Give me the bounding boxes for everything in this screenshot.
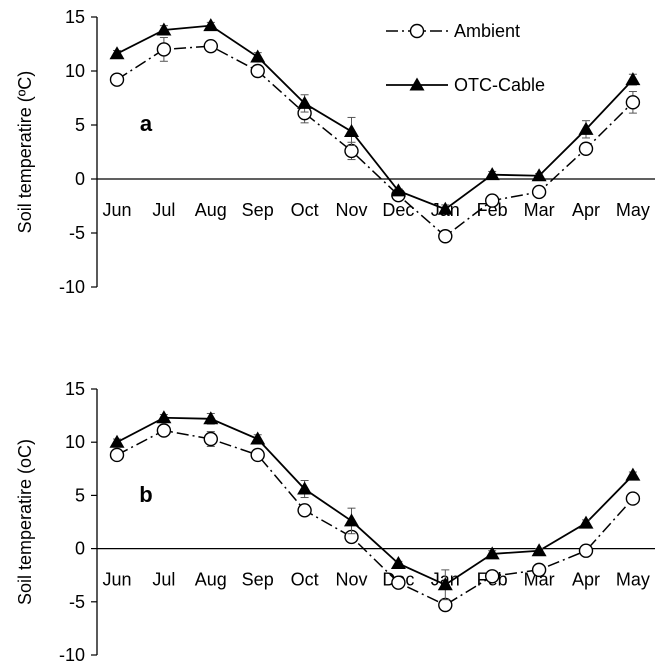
ambient-point bbox=[438, 229, 453, 244]
panel-label: b bbox=[139, 482, 152, 507]
ambient-point bbox=[344, 143, 359, 159]
ambient-point bbox=[109, 447, 125, 463]
x-tick-label: Aug bbox=[195, 200, 227, 220]
legend-label-otc-cable: OTC-Cable bbox=[454, 75, 545, 95]
ambient-point bbox=[203, 431, 219, 447]
otc-cable-point bbox=[109, 46, 125, 60]
ambient-point bbox=[250, 447, 265, 463]
y-tick-label: -10 bbox=[59, 277, 85, 297]
legend-marker-ambient bbox=[409, 23, 425, 39]
otc-cable-point bbox=[390, 183, 406, 197]
otc-cable-point bbox=[390, 555, 406, 569]
x-tick-label: Jul bbox=[152, 200, 175, 220]
otc-cable-point bbox=[484, 546, 500, 560]
otc-cable-point bbox=[437, 201, 453, 215]
otc-cable-point bbox=[625, 467, 641, 481]
ambient-point bbox=[438, 597, 453, 613]
series-line-otc-cable bbox=[116, 24, 634, 211]
legend-label-ambient: Ambient bbox=[454, 21, 520, 41]
ambient-point bbox=[531, 562, 547, 578]
x-tick-label: May bbox=[616, 200, 650, 220]
otc-cable-point bbox=[109, 434, 125, 448]
x-tick-label: Oct bbox=[291, 570, 319, 590]
y-axis-title: Soil temperatire (ºC) bbox=[15, 71, 35, 234]
ambient-point bbox=[297, 503, 312, 518]
y-tick-label: -10 bbox=[59, 645, 85, 665]
x-tick-label: Aug bbox=[195, 570, 227, 590]
x-tick-label: Mar bbox=[524, 200, 555, 220]
y-tick-label: 5 bbox=[75, 485, 85, 505]
ambient-point bbox=[109, 72, 125, 87]
y-tick-label: 15 bbox=[65, 7, 85, 27]
otc-cable-point bbox=[437, 577, 453, 591]
ambient-point bbox=[156, 423, 172, 438]
panel-b: -10-5051015JunJulAugSepOctNovDecJanFebMa… bbox=[15, 379, 655, 665]
otc-cable-point bbox=[484, 167, 500, 181]
ambient-point bbox=[531, 184, 547, 200]
y-tick-label: 0 bbox=[75, 169, 85, 189]
x-tick-label: Jun bbox=[102, 570, 131, 590]
y-tick-label: -5 bbox=[69, 223, 85, 243]
otc-cable-point bbox=[531, 543, 547, 557]
ambient-point bbox=[485, 569, 500, 584]
ambient-point bbox=[485, 193, 500, 208]
y-tick-label: 10 bbox=[65, 61, 85, 81]
otc-cable-point bbox=[625, 72, 641, 86]
x-tick-label: May bbox=[616, 570, 650, 590]
otc-cable-point bbox=[297, 95, 313, 109]
x-tick-label: Feb bbox=[477, 200, 508, 220]
panel-a: -10-5051015JunJulAugSepOctNovDecJanFebMa… bbox=[15, 7, 655, 297]
x-tick-label: Jul bbox=[152, 570, 175, 590]
y-tick-label: 0 bbox=[75, 539, 85, 559]
ambient-point bbox=[391, 575, 406, 590]
otc-cable-point bbox=[344, 123, 359, 137]
x-tick-label: Sep bbox=[242, 570, 274, 590]
ambient-point bbox=[578, 141, 594, 156]
y-tick-label: -5 bbox=[69, 592, 85, 612]
legend-marker-otc-cable bbox=[409, 77, 425, 91]
ambient-point bbox=[203, 38, 219, 54]
legend: Ambient OTC-Cable bbox=[386, 21, 545, 95]
otc-cable-point bbox=[203, 18, 219, 32]
y-tick-label: 10 bbox=[65, 432, 85, 452]
series-line-ambient bbox=[116, 429, 634, 606]
x-tick-label: Nov bbox=[335, 200, 367, 220]
otc-cable-point bbox=[203, 411, 219, 425]
ambient-point bbox=[625, 95, 641, 110]
otc-cable-point bbox=[344, 513, 359, 527]
y-tick-label: 15 bbox=[65, 379, 85, 399]
ambient-point bbox=[578, 543, 594, 558]
otc-cable-point bbox=[578, 515, 594, 529]
y-axis-title: Soil temperatire (oC) bbox=[15, 439, 35, 605]
x-tick-label: Apr bbox=[572, 200, 600, 220]
y-tick-label: 5 bbox=[75, 115, 85, 135]
panel-label: a bbox=[140, 111, 153, 136]
x-tick-label: Nov bbox=[335, 570, 367, 590]
x-tick-label: Apr bbox=[572, 570, 600, 590]
otc-cable-point bbox=[297, 481, 313, 495]
series-line-ambient bbox=[116, 45, 634, 238]
x-tick-label: Mar bbox=[524, 570, 555, 590]
otc-cable-point bbox=[156, 410, 172, 424]
otc-cable-point bbox=[250, 49, 266, 63]
ambient-point bbox=[625, 491, 641, 506]
otc-cable-point bbox=[578, 121, 594, 135]
series-line-otc-cable bbox=[116, 416, 634, 586]
otc-cable-point bbox=[156, 22, 172, 36]
ambient-point bbox=[250, 63, 265, 79]
x-tick-label: Dec bbox=[382, 200, 414, 220]
x-tick-label: Sep bbox=[242, 200, 274, 220]
x-tick-label: Jun bbox=[102, 200, 131, 220]
otc-cable-point bbox=[531, 168, 547, 182]
x-tick-label: Oct bbox=[291, 200, 319, 220]
ambient-point bbox=[156, 42, 172, 57]
otc-cable-point bbox=[250, 431, 266, 445]
